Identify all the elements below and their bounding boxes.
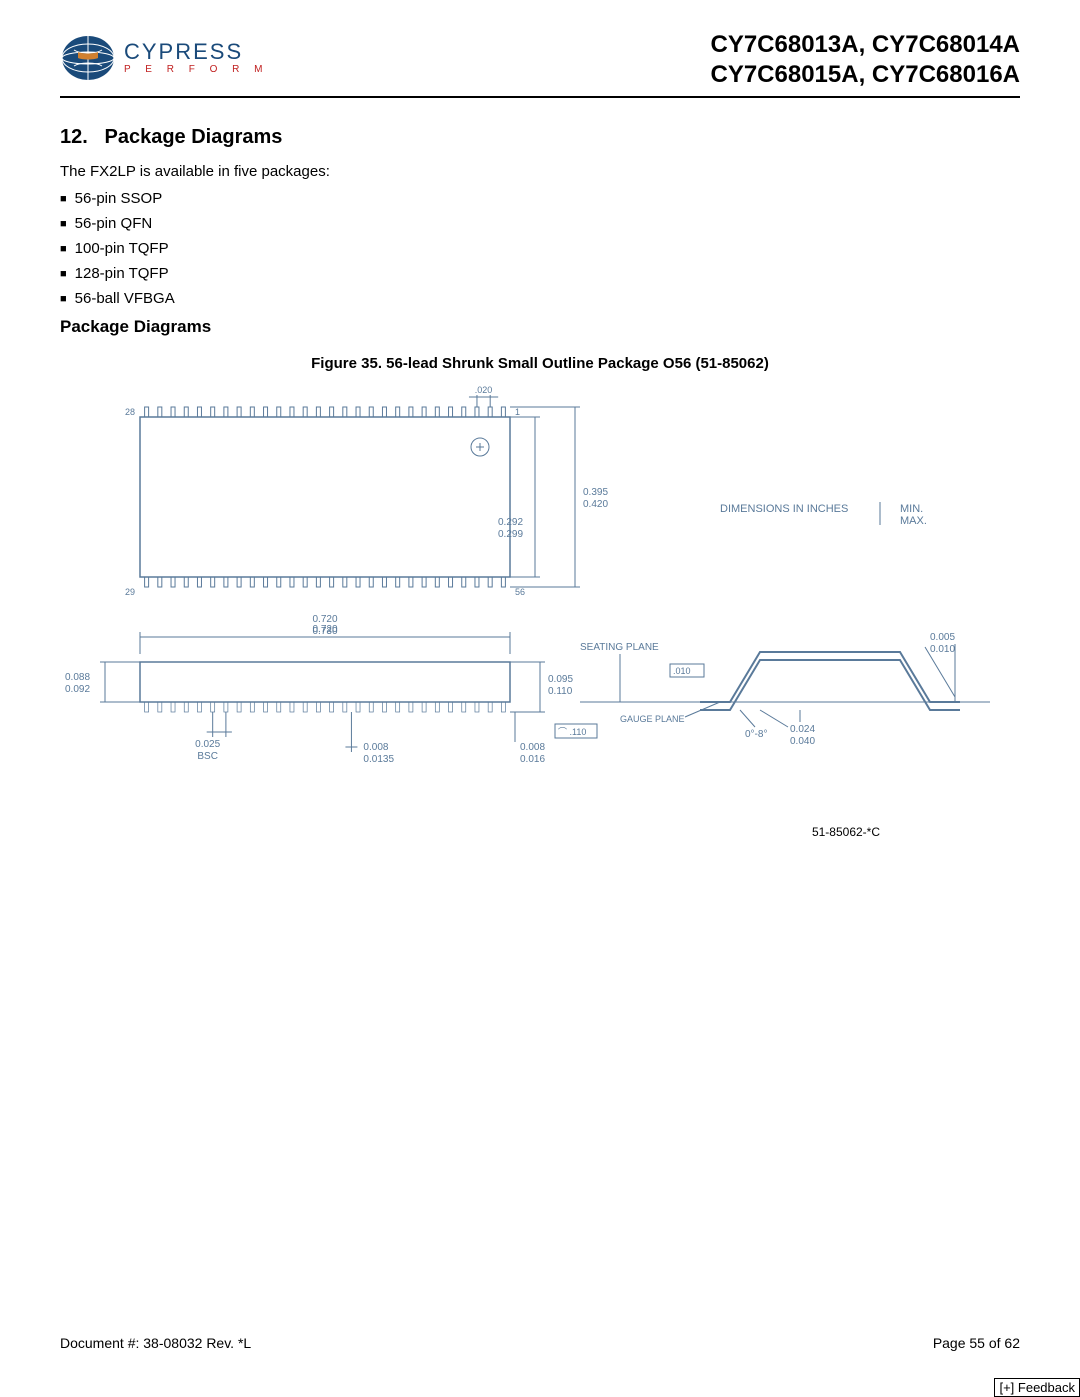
- figure-revision: 51-85062-*C: [60, 825, 1020, 839]
- part-numbers: CY7C68013A, CY7C68014A CY7C68015A, CY7C6…: [710, 30, 1020, 90]
- svg-text:0.292: 0.292: [498, 517, 523, 528]
- logo-brand: CYPRESS: [124, 41, 269, 63]
- svg-text:0°-8°: 0°-8°: [745, 729, 767, 740]
- svg-text:0.010: 0.010: [930, 644, 955, 655]
- svg-text:0.025: 0.025: [195, 739, 220, 750]
- header: CYPRESS P E R F O R M CY7C68013A, CY7C68…: [60, 30, 1020, 98]
- svg-text:28: 28: [125, 407, 135, 417]
- svg-text:0.720: 0.720: [312, 614, 337, 625]
- svg-text:0.0135: 0.0135: [363, 754, 394, 765]
- page-number: Page 55 of 62: [933, 1335, 1020, 1351]
- svg-text:0.016: 0.016: [520, 754, 545, 765]
- cypress-globe-icon: [60, 30, 116, 86]
- svg-text:56: 56: [515, 587, 525, 597]
- doc-number: Document #: 38-08032 Rev. *L: [60, 1335, 251, 1351]
- svg-text:⌒ .110: ⌒ .110: [558, 727, 586, 737]
- section-title: Package Diagrams: [105, 126, 283, 148]
- list-item: 56-pin QFN: [60, 215, 1020, 232]
- figure-caption: Figure 35. 56-lead Shrunk Small Outline …: [60, 355, 1020, 372]
- package-list: 56-pin SSOP 56-pin QFN 100-pin TQFP 128-…: [60, 190, 1020, 307]
- svg-text:.010: .010: [673, 666, 691, 676]
- parts-line1: CY7C68013A, CY7C68014A: [710, 30, 1020, 60]
- svg-text:BSC: BSC: [197, 751, 218, 762]
- intro-text: The FX2LP is available in five packages:: [60, 163, 1020, 180]
- footer: Document #: 38-08032 Rev. *L Page 55 of …: [60, 1335, 1020, 1351]
- svg-text:0.095: 0.095: [548, 674, 573, 685]
- svg-text:0.420: 0.420: [583, 499, 608, 510]
- svg-text:0.395: 0.395: [583, 487, 608, 498]
- svg-text:DIMENSIONS IN INCHES: DIMENSIONS IN INCHES: [720, 503, 848, 515]
- svg-text:0.110: 0.110: [548, 686, 573, 697]
- svg-text:29: 29: [125, 587, 135, 597]
- list-item: 56-pin SSOP: [60, 190, 1020, 207]
- svg-text:0.040: 0.040: [790, 736, 815, 747]
- svg-text:.020: .020: [475, 385, 493, 395]
- list-item: 128-pin TQFP: [60, 265, 1020, 282]
- subheading: Package Diagrams: [60, 317, 1020, 337]
- svg-text:GAUGE PLANE: GAUGE PLANE: [620, 714, 685, 724]
- section-heading: 12. Package Diagrams: [60, 126, 1020, 149]
- svg-text:0.008: 0.008: [520, 742, 545, 753]
- svg-text:0.005: 0.005: [930, 632, 955, 643]
- list-item: 100-pin TQFP: [60, 240, 1020, 257]
- list-item: 56-ball VFBGA: [60, 290, 1020, 307]
- svg-text:SEATING PLANE: SEATING PLANE: [580, 642, 659, 653]
- logo-tagline: P E R F O R M: [124, 65, 269, 75]
- section-number: 12.: [60, 126, 88, 148]
- svg-text:0.092: 0.092: [65, 684, 90, 695]
- svg-text:1: 1: [515, 407, 520, 417]
- svg-text:0.299: 0.299: [498, 529, 523, 540]
- package-diagram: 28 1 29 56 .020 0.3950.420 0.2920.299 DIMENSION…: [60, 382, 1020, 817]
- svg-text:0.024: 0.024: [790, 724, 815, 735]
- svg-text:MAX.: MAX.: [900, 515, 927, 527]
- svg-text:0.008: 0.008: [363, 742, 388, 753]
- svg-text:MIN.: MIN.: [900, 503, 923, 515]
- parts-line2: CY7C68015A, CY7C68016A: [710, 60, 1020, 90]
- feedback-button[interactable]: [+] Feedback: [994, 1378, 1080, 1397]
- logo: CYPRESS P E R F O R M: [60, 30, 269, 86]
- svg-text:0.730: 0.730: [312, 626, 337, 637]
- svg-text:0.088: 0.088: [65, 672, 90, 683]
